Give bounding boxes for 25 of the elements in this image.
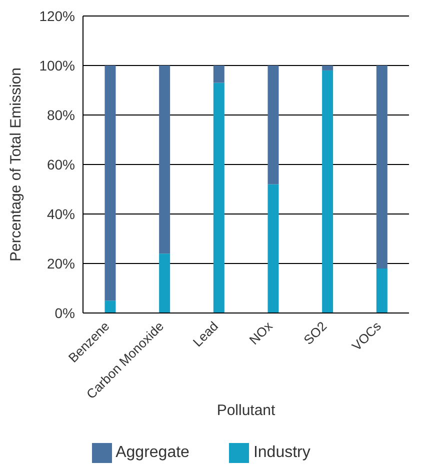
- y-axis-title: Percentage of Total Emission: [7, 68, 24, 262]
- bar: [376, 66, 388, 268]
- y-tick-label: 100%: [39, 57, 75, 74]
- y-tick-label: 120%: [39, 8, 75, 24]
- bar: [159, 254, 170, 313]
- x-tick-label: SO2: [300, 318, 330, 348]
- bar: [213, 66, 224, 83]
- x-tick-label: NOx: [246, 318, 276, 348]
- bar: [213, 82, 224, 313]
- bar: [376, 268, 388, 313]
- y-tick-label: 80%: [46, 106, 75, 123]
- bar: [322, 66, 334, 70]
- bar: [104, 66, 116, 301]
- y-tick-label: 0%: [54, 304, 75, 321]
- bar: [322, 70, 334, 313]
- y-tick-label: 40%: [46, 206, 75, 222]
- bar: [159, 66, 170, 254]
- y-tick-label: 60%: [46, 156, 75, 172]
- legend-label: Aggregate: [116, 444, 190, 462]
- bar: [268, 66, 279, 184]
- y-tick-label: 20%: [46, 255, 75, 272]
- legend-label: Industry: [253, 444, 310, 462]
- bar: [104, 300, 116, 313]
- bar: [268, 184, 279, 313]
- x-axis-title: Pollutant: [216, 402, 276, 419]
